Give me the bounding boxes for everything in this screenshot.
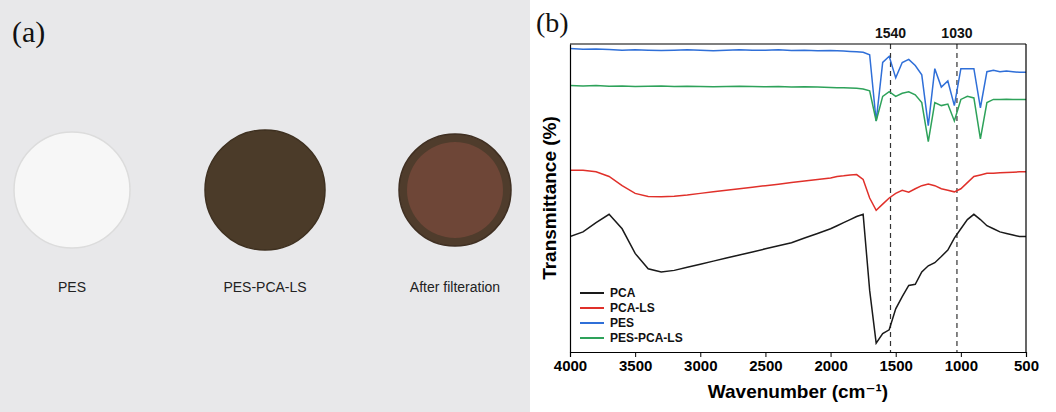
- figure: (a)PESPES-PCA-LSAfter filteration(b)1540…: [0, 0, 1056, 412]
- membrane: [205, 130, 325, 250]
- y-axis-title: Transmittance (%): [539, 116, 560, 280]
- photo-panel: (a) PES PES-PCA-LS After filteration: [0, 0, 530, 412]
- x-tick-label: 4000: [554, 357, 587, 374]
- sample-label: After filteration: [410, 279, 500, 295]
- legend-swatch: [580, 337, 604, 339]
- x-tick: 3500: [619, 352, 652, 374]
- legend-swatch: [580, 292, 604, 294]
- x-tick: 500: [1014, 352, 1039, 374]
- legend-label: PES-PCA-LS: [610, 331, 683, 345]
- x-tick-label: 1000: [945, 357, 978, 374]
- x-tick: 3000: [684, 352, 717, 374]
- x-tick-label: 3000: [684, 357, 717, 374]
- membrane: [399, 134, 511, 246]
- spectrum-line: [570, 86, 1026, 142]
- spectrum-line: [570, 214, 1026, 343]
- series-lines: [570, 49, 1026, 343]
- plot-frame-right: [1025, 44, 1026, 352]
- sample-label: PES-PCA-LS: [223, 279, 306, 295]
- x-axis-title: Wavenumber (cm⁻¹): [708, 381, 888, 402]
- membrane-filtered-area: [407, 142, 503, 238]
- y-axis: [570, 45, 571, 353]
- x-tick: 1000: [945, 352, 978, 374]
- plot-frame-top: [570, 43, 1026, 44]
- y-axis-line: [570, 45, 571, 353]
- x-tick-label: 1500: [880, 357, 913, 374]
- sample-label: PES: [58, 279, 86, 295]
- annotation-label: 1030: [941, 25, 972, 41]
- x-axis: 4000 3500 3000 2500 2000 1500 1000 500: [554, 352, 1039, 374]
- panel-letter: (b): [536, 7, 569, 38]
- photo-background: [0, 0, 530, 412]
- annotation-label: 1540: [875, 25, 906, 41]
- x-tick-label: 3500: [619, 357, 652, 374]
- legend-label: PCA-LS: [610, 301, 655, 315]
- spectrum-line: [570, 170, 1026, 210]
- legend-swatch: [580, 307, 604, 309]
- panel-letter: (a): [12, 15, 45, 49]
- x-tick-label: 500: [1014, 357, 1039, 374]
- x-tick-label: 2000: [814, 357, 847, 374]
- legend-label: PCA: [610, 286, 636, 300]
- x-tick: 2000: [814, 352, 847, 374]
- x-tick: 4000: [554, 352, 587, 374]
- x-tick-label: 2500: [749, 357, 782, 374]
- membrane: [14, 132, 130, 248]
- legend: PCAPCA-LSPESPES-PCA-LS: [580, 286, 683, 345]
- x-tick: 1500: [880, 352, 913, 374]
- x-tick: 2500: [749, 352, 782, 374]
- legend-label: PES: [610, 316, 634, 330]
- legend-swatch: [580, 322, 604, 324]
